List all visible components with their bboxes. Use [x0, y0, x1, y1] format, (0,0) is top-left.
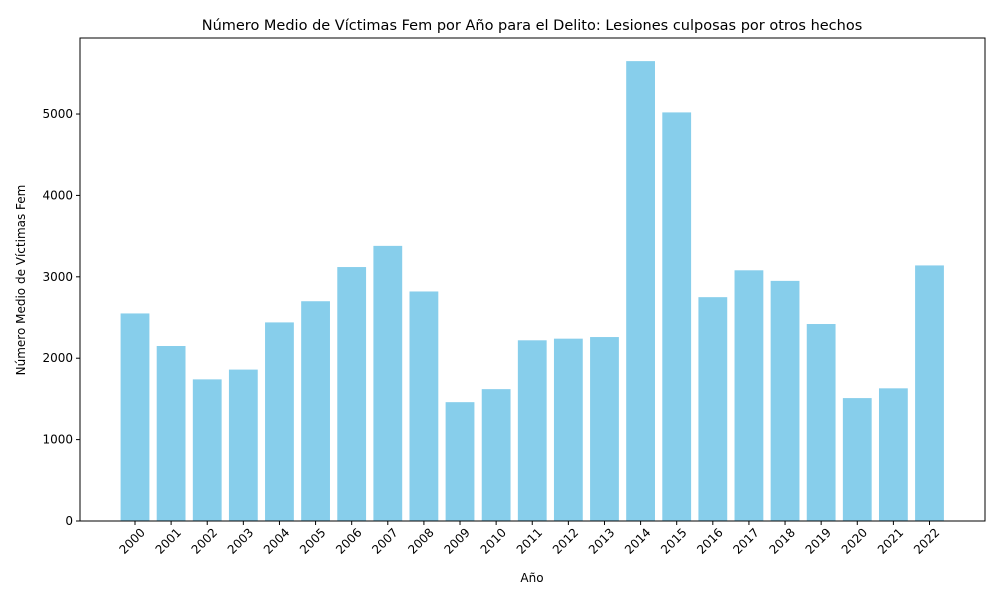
bars-group [120, 61, 944, 522]
y-tick-label: 4000 [42, 188, 73, 202]
bar-2011 [517, 340, 547, 521]
bar-2013 [590, 337, 619, 521]
bar-2010 [481, 389, 511, 521]
y-tick-label: 1000 [42, 433, 73, 447]
bar-2001 [156, 346, 186, 521]
bar-2018 [770, 280, 800, 521]
y-tick-label: 3000 [42, 270, 73, 284]
bar-2005 [301, 301, 330, 521]
y-tick-label: 2000 [42, 351, 73, 365]
chart-title: Número Medio de Víctimas Fem por Año par… [202, 18, 863, 34]
y-tick-label: 0 [65, 514, 73, 528]
bar-2022 [915, 265, 944, 521]
bar-2004 [265, 322, 294, 521]
bar-2007 [373, 245, 403, 521]
y-axis: 0 1000 2000 3000 4000 5000 [42, 107, 80, 528]
bar-2020 [842, 398, 872, 521]
y-tick-label: 5000 [42, 107, 73, 121]
bar-2015 [662, 112, 692, 522]
bar-2003 [228, 369, 258, 521]
bar-2008 [409, 291, 439, 521]
bar-2002 [192, 379, 222, 521]
x-axis-label: Año [520, 571, 543, 585]
y-axis-label: Número Medio de Víctimas Fem [14, 185, 28, 376]
bar-2012 [553, 338, 583, 521]
bar-2009 [445, 402, 475, 521]
bar-2017 [734, 270, 764, 521]
bar-2014 [626, 61, 655, 522]
bar-2006 [337, 267, 367, 521]
bar-2021 [878, 388, 908, 521]
bar-2016 [698, 297, 728, 521]
bar-2000 [120, 313, 150, 521]
bar-2019 [806, 324, 836, 521]
